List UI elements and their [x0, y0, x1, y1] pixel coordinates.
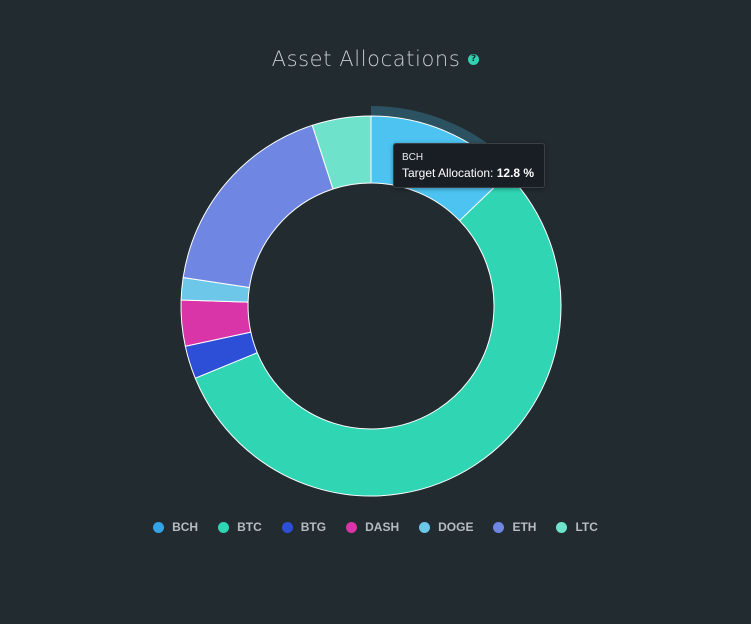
legend-swatch	[419, 521, 431, 533]
legend-swatch	[346, 521, 358, 533]
legend-item-bch[interactable]: BCH	[153, 520, 198, 534]
legend-label: BTG	[300, 520, 327, 534]
legend-swatch	[218, 521, 230, 533]
tooltip-series-name: BCH	[402, 152, 424, 163]
legend-item-btg[interactable]: BTG	[281, 520, 327, 534]
chart-tooltip: BCH Target Allocation: 12.8 %	[393, 143, 546, 188]
legend-label: LTC	[575, 520, 598, 534]
chart-legend: BCH BTC BTG DASH DOGE ETH LTC	[0, 520, 751, 534]
hover-halo-layer	[371, 106, 516, 175]
question-circle-icon[interactable]: ?	[468, 53, 480, 65]
legend-label: ETH	[512, 520, 537, 534]
tooltip-label: Target Allocation:	[402, 166, 494, 180]
slice-ltc[interactable]	[311, 115, 372, 190]
legend-swatch	[493, 521, 505, 533]
legend-label: BTC	[237, 520, 262, 534]
legend-label: DASH	[365, 520, 400, 534]
legend-item-eth[interactable]: ETH	[493, 520, 536, 534]
legend-label: DOGE	[438, 520, 474, 534]
chart-title: Asset Allocations	[271, 47, 461, 71]
legend-swatch	[153, 521, 165, 533]
legend-item-doge[interactable]: DOGE	[419, 520, 473, 534]
tooltip-value: 12.8 %	[496, 166, 535, 180]
slice-btc[interactable]	[194, 173, 562, 497]
slice-hover-halo-bch	[371, 106, 516, 175]
slice-eth[interactable]	[182, 124, 334, 289]
legend-swatch	[281, 521, 293, 533]
legend-label: BCH	[172, 520, 199, 534]
legend-item-btc[interactable]: BTC	[218, 520, 262, 534]
legend-swatch	[556, 521, 568, 533]
legend-item-ltc[interactable]: LTC	[556, 520, 598, 534]
tooltip-line: Target Allocation: 12.8 %	[402, 166, 534, 180]
chart-title-row: Asset Allocations?	[0, 47, 751, 71]
legend-item-dash[interactable]: DASH	[346, 520, 399, 534]
